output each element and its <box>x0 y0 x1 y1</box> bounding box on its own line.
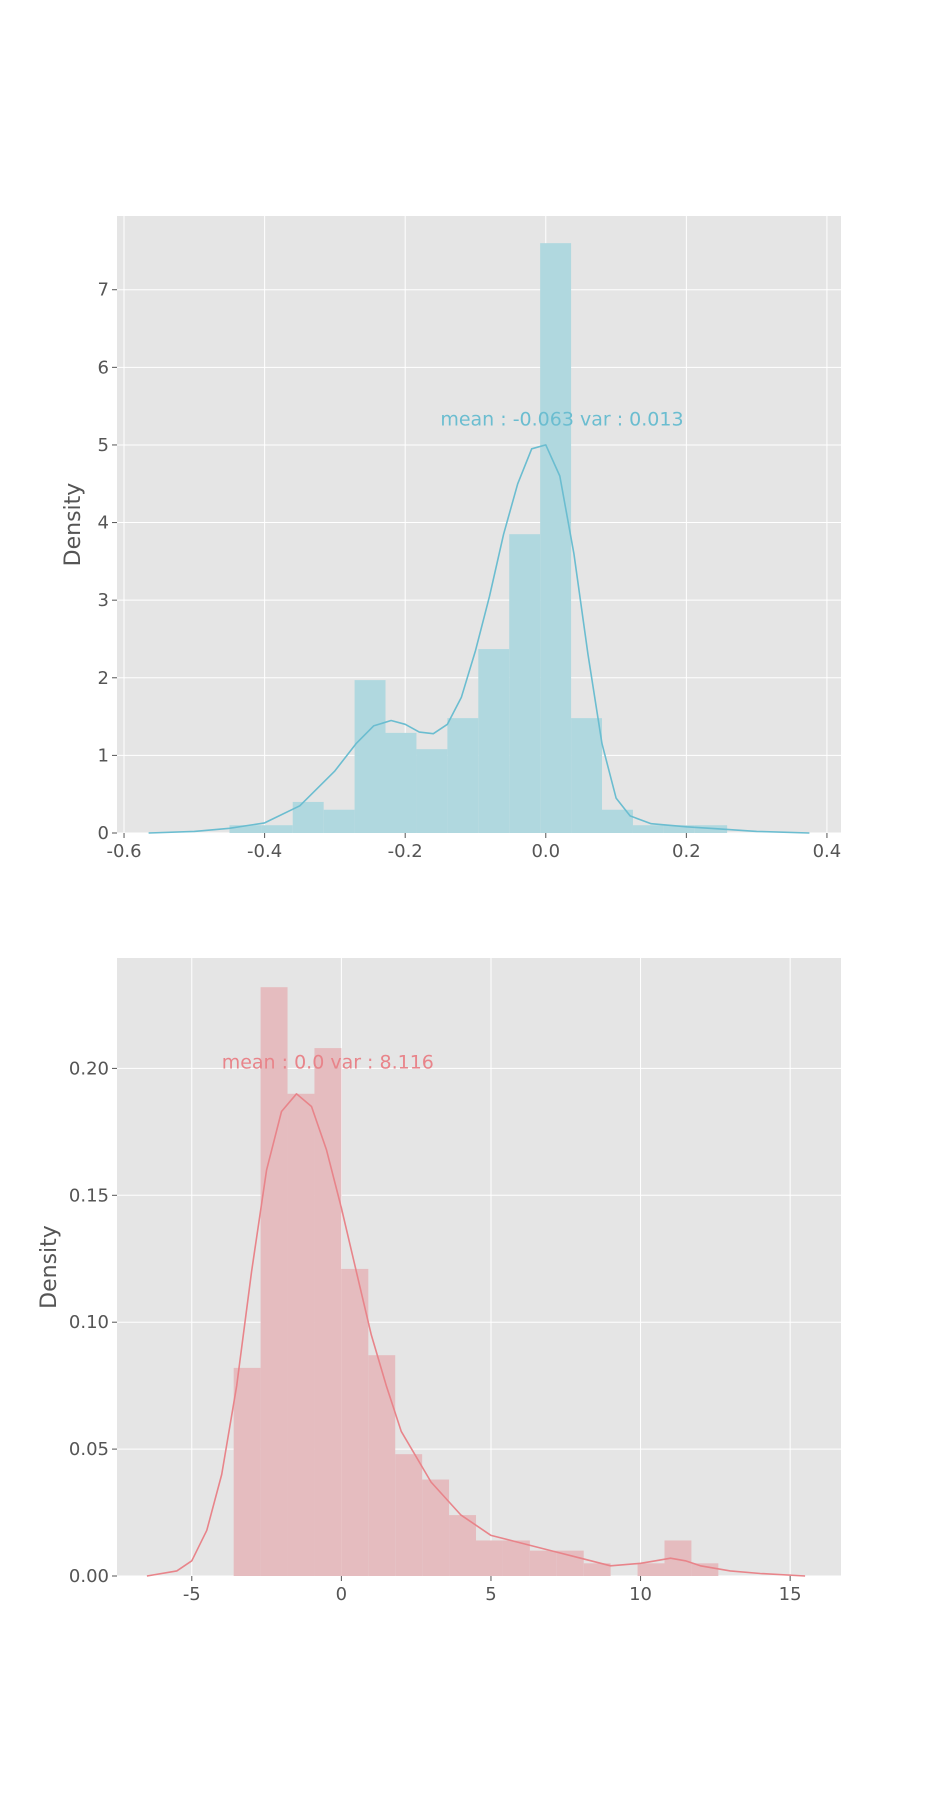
histogram-bar <box>385 732 417 833</box>
histogram-bar <box>691 1563 719 1576</box>
histogram-bar <box>540 243 572 834</box>
y-tick-label: 3 <box>98 590 109 611</box>
x-tick-label: 5 <box>485 1584 496 1605</box>
y-tick-label: 0.10 <box>69 1312 109 1333</box>
y-axis-label: Density <box>61 483 86 567</box>
y-tick-label: 0.15 <box>69 1185 109 1206</box>
histogram-bar <box>478 649 510 833</box>
y-tick-label: 7 <box>98 280 109 301</box>
y-tick-label: 2 <box>98 668 109 689</box>
x-tick-label: 10 <box>629 1584 652 1605</box>
stats-annotation: mean : -0.063 var : 0.013 <box>440 409 683 431</box>
x-tick-label: 15 <box>779 1584 802 1605</box>
y-tick-label: 5 <box>98 435 109 456</box>
histogram-bar <box>260 987 288 1576</box>
chart-1: -0.6 -0.4 -0.2 0.0 0.2 0.4 0 1 2 3 4 5 6 7 Density mean… <box>61 216 841 862</box>
chart-2: -5 0 5 10 15 0.00 0.05 0.10 0.15 0.20 Density mean … <box>37 958 841 1605</box>
y-tick-label: 0 <box>98 823 109 844</box>
histogram-bar <box>529 1550 557 1576</box>
x-tick-label: -0.6 <box>106 841 141 862</box>
x-tick-label: 0.4 <box>813 841 842 862</box>
y-tick-label: 6 <box>98 357 109 378</box>
stats-annotation: mean : 0.0 var : 8.116 <box>222 1051 434 1073</box>
histogram-bar <box>287 1093 315 1576</box>
y-tick-label: 1 <box>98 745 109 766</box>
histogram-bar <box>416 749 448 833</box>
histogram-bar <box>368 1355 396 1576</box>
histogram-bar <box>314 1048 342 1576</box>
histogram-bar <box>323 809 355 833</box>
histogram-bar <box>341 1268 369 1576</box>
histogram-bar <box>233 1367 261 1576</box>
histogram-bar <box>632 825 664 833</box>
y-tick-label: 0.05 <box>69 1439 109 1460</box>
histogram-bar <box>261 825 293 833</box>
histogram-bar <box>637 1563 665 1576</box>
histogram-bar <box>583 1563 611 1576</box>
x-tick-label: 0.0 <box>531 841 560 862</box>
histogram-bar <box>354 680 386 833</box>
histogram-bar <box>395 1454 423 1576</box>
histogram-bar <box>602 809 633 833</box>
kde-line <box>148 444 810 834</box>
histogram-bar <box>556 1550 584 1576</box>
histogram-bar <box>422 1479 450 1576</box>
x-tick-label: -5 <box>183 1584 201 1605</box>
y-tick-label: 0.20 <box>69 1058 109 1079</box>
x-tick-label: 0.2 <box>672 841 701 862</box>
histogram-bar <box>449 1515 477 1576</box>
kde-line <box>146 1093 806 1577</box>
x-tick-label: -0.2 <box>388 841 423 862</box>
x-tick-label: -0.4 <box>247 841 282 862</box>
x-tick-label: 0 <box>336 1584 347 1605</box>
histogram-bar <box>663 825 695 833</box>
histogram-bar <box>502 1540 530 1576</box>
histogram-bar <box>476 1540 503 1576</box>
histogram-bar <box>571 718 603 833</box>
y-tick-label: 0.00 <box>69 1566 109 1587</box>
y-tick-label: 4 <box>98 513 109 534</box>
histogram-bar <box>447 718 479 833</box>
histogram-bar <box>229 825 262 833</box>
y-axis-label: Density <box>37 1225 62 1309</box>
histogram-bar <box>509 534 541 833</box>
